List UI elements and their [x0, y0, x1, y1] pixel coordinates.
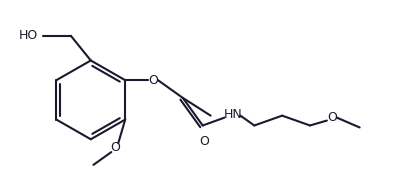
- Text: O: O: [200, 135, 210, 148]
- Text: O: O: [327, 111, 337, 124]
- Text: O: O: [148, 74, 158, 87]
- Text: HO: HO: [19, 29, 38, 42]
- Text: O: O: [110, 141, 120, 154]
- Text: HN: HN: [224, 108, 243, 121]
